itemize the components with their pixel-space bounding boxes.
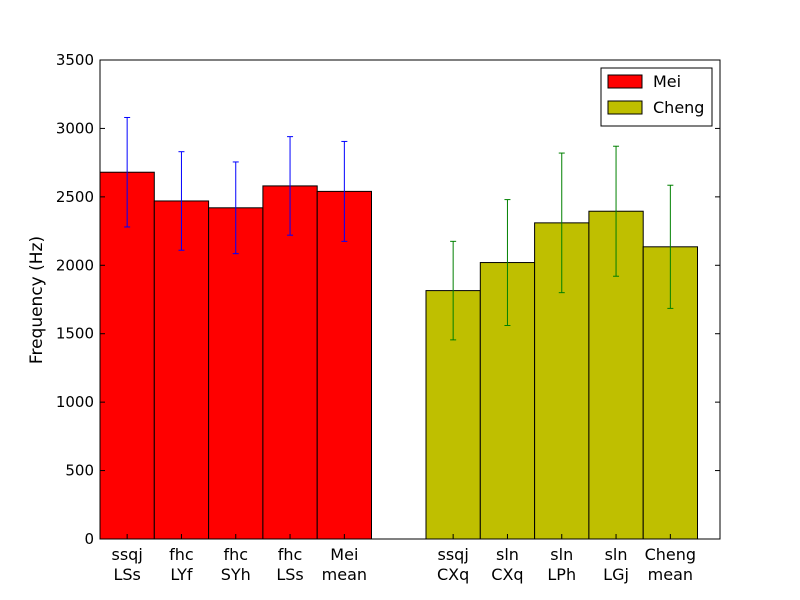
bar-mei-3 bbox=[262, 185, 318, 540]
error-bar-mei-1 bbox=[178, 151, 185, 251]
legend-swatch-mei bbox=[607, 74, 643, 89]
y-tick-label-3: 1500 bbox=[56, 325, 94, 343]
x-tick-label-mei-1: fhc LYf bbox=[169, 545, 194, 584]
x-tick-label-mei-2: fhc SYh bbox=[221, 545, 251, 584]
x-axis: ssqj LSs fhc LYf fhc SYh fhc LSs Mei mean ssqj CXq s… bbox=[112, 534, 696, 584]
x-tick-label-cheng-0: ssqj CXq bbox=[437, 545, 469, 584]
x-tick-label-cheng-1: sln CXq bbox=[491, 545, 523, 584]
legend-swatch-cheng bbox=[607, 100, 643, 115]
x-tick-label-mei-4: Mei mean bbox=[322, 545, 367, 584]
error-bar-cheng-2 bbox=[558, 152, 565, 294]
y-axis-label: Frequency (Hz) bbox=[27, 236, 47, 364]
legend-label-cheng: Cheng bbox=[653, 98, 704, 117]
x-tick-label-cheng-4: Cheng mean bbox=[645, 545, 696, 584]
bar-mei-4 bbox=[316, 190, 373, 540]
bar-mei-2 bbox=[208, 207, 264, 540]
error-bar-mei-2 bbox=[232, 161, 239, 255]
y-tick-label-5: 2500 bbox=[56, 188, 94, 206]
bar-mei-0 bbox=[99, 171, 155, 540]
y-tick-label-1: 500 bbox=[65, 462, 94, 480]
plot-frame bbox=[99, 59, 721, 540]
y-tick-label-6: 3000 bbox=[56, 119, 94, 137]
y-axis: 0 500 1000 1500 2000 2500 3000 3500 bbox=[56, 51, 720, 548]
legend-items: Mei Cheng bbox=[607, 72, 704, 117]
error-bar-cheng-4 bbox=[667, 184, 674, 309]
y-tick-label-4: 2000 bbox=[56, 256, 94, 274]
error-bar-mei-0 bbox=[124, 116, 131, 228]
y-tick-label-7: 3500 bbox=[56, 51, 94, 69]
bar-mei-1 bbox=[153, 200, 210, 540]
error-bar-cheng-1 bbox=[504, 199, 511, 327]
x-tick-label-mei-3: fhc LSs bbox=[276, 545, 303, 584]
x-tick-label-mei-0: ssqj LSs bbox=[112, 545, 143, 584]
error-bars-layer bbox=[124, 116, 674, 341]
error-bar-cheng-3 bbox=[613, 145, 620, 277]
legend: Mei Cheng bbox=[600, 67, 713, 127]
y-tick-label-2: 1000 bbox=[56, 393, 94, 411]
legend-label-mei: Mei bbox=[653, 72, 681, 91]
bars-layer bbox=[99, 171, 699, 540]
x-tick-label-cheng-3: sln LGj bbox=[603, 545, 629, 584]
error-bar-mei-4 bbox=[341, 140, 348, 242]
x-tick-label-cheng-2: sln LPh bbox=[547, 545, 576, 584]
y-tick-label-0: 0 bbox=[84, 530, 94, 548]
error-bar-cheng-0 bbox=[450, 240, 457, 341]
error-bar-mei-3 bbox=[287, 136, 294, 236]
